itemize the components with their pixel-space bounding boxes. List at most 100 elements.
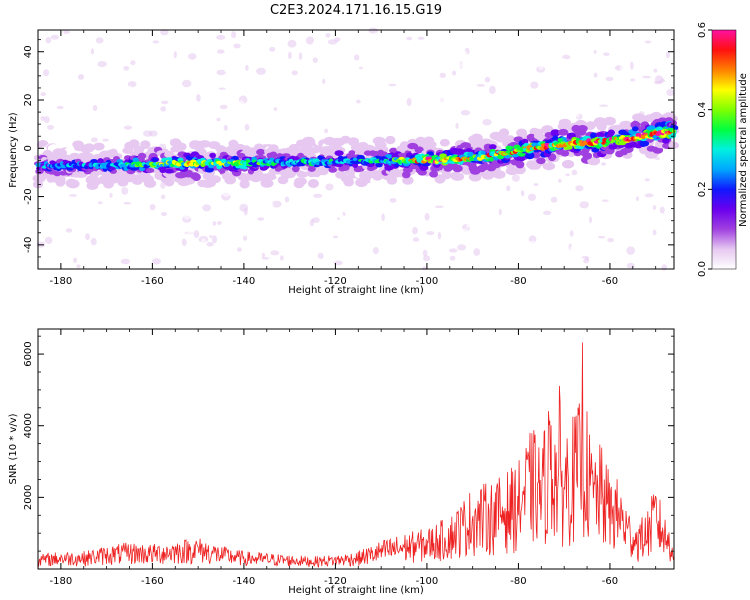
snr-panel: -180 -160 -140 -120 -100 -80 -60 2000 4000 6000 H… bbox=[8, 328, 675, 596]
heatmap-cell bbox=[619, 74, 623, 79]
heatmap-cell bbox=[449, 192, 460, 200]
heatmap-cell bbox=[359, 66, 363, 70]
heatmap-cell bbox=[123, 66, 130, 71]
heatmap-cell bbox=[269, 46, 276, 52]
heatmap-cell bbox=[120, 238, 130, 247]
heatmap-cell bbox=[287, 39, 297, 48]
heatmap-cell bbox=[665, 51, 671, 59]
heatmap-cell bbox=[514, 43, 518, 49]
heatmap-cell bbox=[550, 196, 558, 203]
heatmap-cell bbox=[251, 137, 259, 143]
heatmap-cell bbox=[620, 223, 627, 229]
heatmap-cell bbox=[630, 141, 638, 148]
heatmap-cell bbox=[77, 74, 85, 80]
heatmap-cell bbox=[312, 93, 321, 101]
heatmap-cell bbox=[558, 118, 572, 127]
heatmap-cell bbox=[350, 32, 360, 37]
heatmap-cell bbox=[136, 220, 146, 228]
colorbar-ticks: 0.0 0.2 0.4 0.6 bbox=[697, 22, 712, 277]
heatmap-cell bbox=[257, 217, 265, 221]
heatmap-cell bbox=[436, 264, 442, 272]
heatmap-cell bbox=[605, 76, 614, 82]
heatmap-cell bbox=[67, 216, 75, 220]
heatmap-cell bbox=[93, 61, 99, 70]
heatmap-cell bbox=[381, 213, 385, 221]
heatmap-cell bbox=[644, 178, 650, 182]
heatmap-cell bbox=[347, 218, 352, 225]
heatmap-ticks: -180 -160 -140 -120 -100 -80 -60 -40 -20 0 20 40 bbox=[23, 30, 674, 287]
heatmap-cell bbox=[507, 145, 514, 150]
heatmap-cell bbox=[543, 191, 550, 195]
heatmap-cell bbox=[619, 64, 624, 73]
heatmap-cell bbox=[467, 151, 474, 158]
heatmap-cell bbox=[47, 200, 57, 207]
heatmap-cell bbox=[173, 51, 177, 59]
heatmap-cell bbox=[184, 75, 191, 78]
heatmap-cell bbox=[288, 51, 292, 60]
heatmap-cell bbox=[123, 125, 133, 130]
heatmap-cell bbox=[657, 245, 665, 253]
heatmap-cell bbox=[356, 149, 367, 157]
heatmap-cell bbox=[328, 124, 335, 132]
heatmap-cell bbox=[153, 43, 160, 49]
heatmap-xtick-label: -180 bbox=[50, 276, 73, 287]
heatmap-cell bbox=[303, 245, 310, 251]
heatmap-cell bbox=[207, 76, 217, 83]
heatmap-cell bbox=[536, 104, 543, 108]
heatmap-cell bbox=[112, 175, 121, 183]
heatmap-cell bbox=[343, 177, 355, 187]
heatmap-cell bbox=[597, 235, 606, 239]
heatmap-cell bbox=[510, 250, 518, 257]
heatmap-cell bbox=[43, 69, 50, 77]
heatmap-cell bbox=[405, 210, 415, 218]
heatmap-cell bbox=[206, 242, 214, 247]
heatmap-cell bbox=[575, 110, 580, 118]
heatmap-cell bbox=[297, 40, 306, 46]
heatmap-cell bbox=[326, 249, 335, 256]
heatmap-cell bbox=[538, 65, 544, 70]
heatmap-cell bbox=[516, 41, 525, 46]
heatmap-cell bbox=[215, 145, 227, 153]
heatmap-cell bbox=[97, 61, 107, 68]
heatmap-cell bbox=[181, 61, 186, 70]
snr-xtick-label: -160 bbox=[141, 576, 164, 587]
heatmap-cell bbox=[370, 210, 375, 219]
heatmap-cell bbox=[92, 104, 98, 112]
heatmap-cell bbox=[412, 237, 420, 242]
heatmap-cell bbox=[311, 217, 320, 224]
heatmap-cell bbox=[434, 50, 438, 55]
heatmap-cell bbox=[130, 60, 136, 66]
heatmap-cell bbox=[488, 260, 495, 265]
heatmap-cell bbox=[406, 36, 413, 41]
colorbar: 0.0 0.2 0.4 0.6 Normalized spectral amplitu… bbox=[697, 22, 749, 277]
heatmap-cell bbox=[79, 240, 88, 245]
heatmap-cell bbox=[193, 230, 200, 239]
heatmap-cell bbox=[53, 171, 61, 177]
heatmap-cell bbox=[412, 61, 416, 66]
heatmap-cell bbox=[553, 72, 561, 79]
heatmap-cell bbox=[112, 142, 124, 151]
heatmap-cell bbox=[489, 85, 496, 95]
snr-xlabel: Height of straight line (km) bbox=[288, 585, 424, 596]
heatmap-cell bbox=[237, 100, 245, 109]
heatmap-cell bbox=[55, 175, 66, 184]
heatmap-cell bbox=[396, 145, 407, 153]
heatmap-cell bbox=[621, 112, 631, 118]
heatmap-cell bbox=[164, 168, 174, 174]
heatmap-cell bbox=[484, 76, 491, 83]
heatmap-cell bbox=[356, 90, 366, 99]
heatmap-cell bbox=[310, 146, 320, 154]
heatmap-cell bbox=[363, 27, 370, 35]
heatmap-cell bbox=[317, 252, 324, 259]
heatmap-cell bbox=[590, 132, 598, 139]
heatmap-cell bbox=[272, 79, 280, 84]
heatmap-cell bbox=[449, 255, 456, 261]
heatmap-cell bbox=[437, 116, 446, 125]
heatmap-cell bbox=[652, 229, 657, 236]
heatmap-cell bbox=[631, 108, 641, 115]
heatmap-cell bbox=[170, 104, 177, 111]
heatmap-cell bbox=[219, 104, 228, 110]
heatmap-cell bbox=[216, 34, 226, 40]
heatmap-cell bbox=[646, 145, 657, 152]
